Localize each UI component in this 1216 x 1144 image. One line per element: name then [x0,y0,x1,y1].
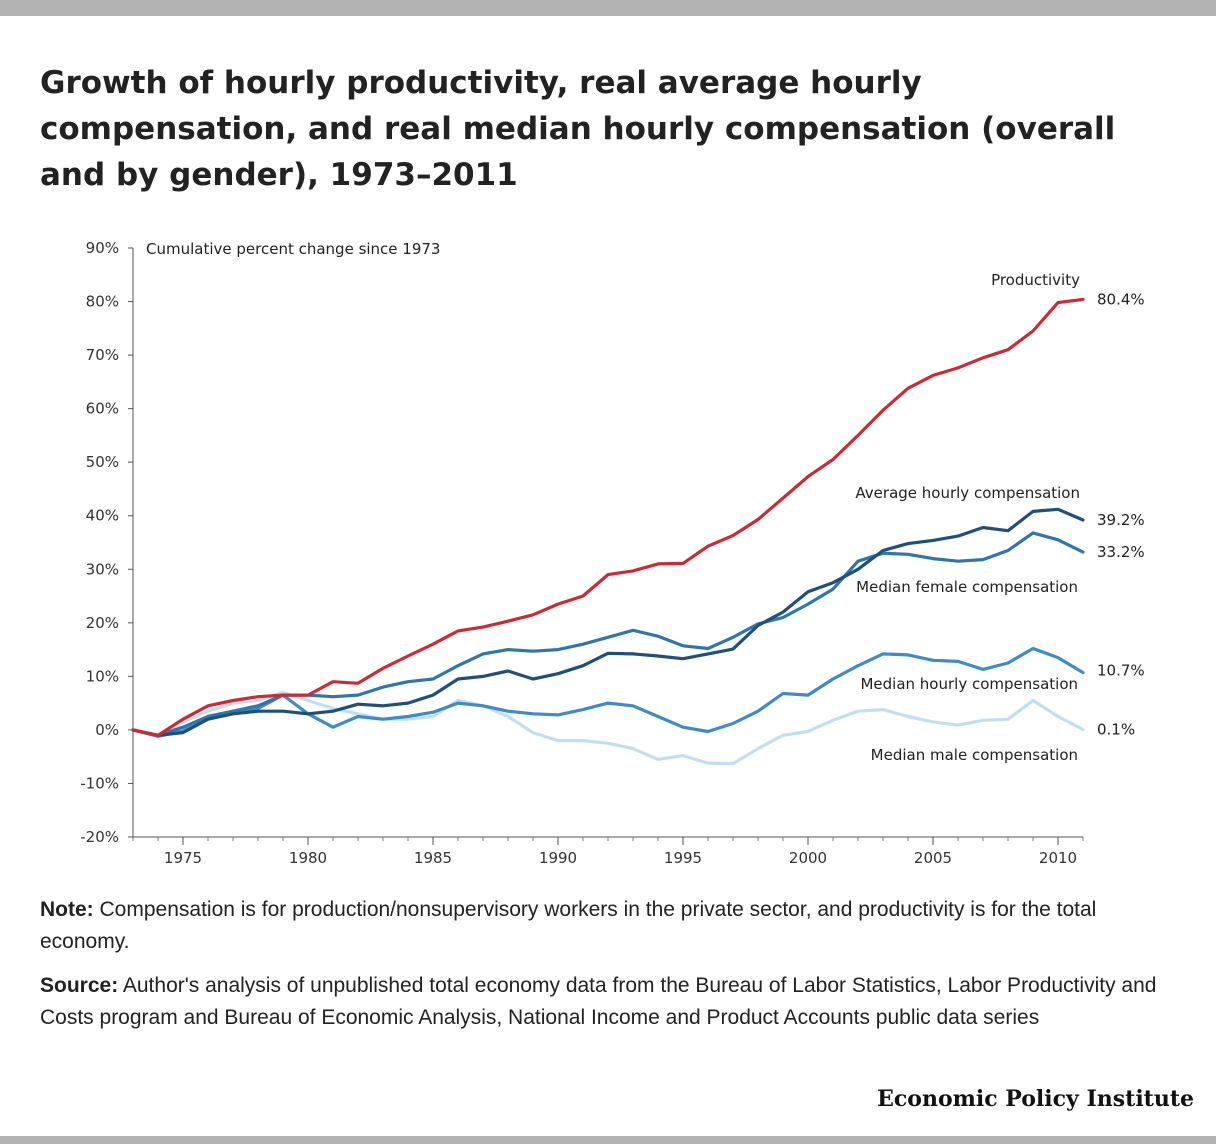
y-tick-label: 70% [86,346,119,364]
note-text: Compensation is for production/nonsuperv… [40,898,1097,953]
end-label-median-hourly-compensation: 10.7% [1097,662,1145,680]
x-tick-label: 1990 [539,849,577,867]
y-tick-label: 90% [86,239,119,257]
end-label-productivity: 80.4% [1097,290,1145,308]
series-line-average-hourly-compensation [131,507,1085,737]
y-tick-label: 60% [86,400,119,418]
publisher-credit: Economic Policy Institute [877,1086,1194,1112]
series-line-median-hourly-compensation [131,646,1085,738]
x-tick-label: 1985 [414,849,452,867]
top-border-bar [0,0,1216,16]
y-tick-label: 20% [86,614,119,632]
plot-background [106,232,1158,862]
annotation-average-hourly-compensation: Average hourly compensation [855,484,1080,502]
x-tick-label: 1995 [664,849,702,867]
bottom-border-bar [0,1136,1216,1144]
annotation-productivity: Productivity [991,271,1080,289]
y-tick-label: 50% [86,453,119,471]
axes: 90% 80% 70% 60% 50% 40% 30% 20% 10% 0% -10% -20% Cum… [80,239,1084,867]
y-tick-label: 30% [86,560,119,578]
y-axis-title: Cumulative percent change since 1973 [146,240,440,258]
chart-source: Source: Author's analysis of unpublished… [40,970,1180,1034]
y-tick-label: 40% [86,507,119,525]
x-tick-label: 1980 [289,849,327,867]
y-tick-label: 10% [86,667,119,685]
chart-title: Growth of hourly productivity, real aver… [40,65,1116,193]
series-labels: 0.1% 10.7% 33.2% 39.2% 80.4% Productivity Aver… [855,271,1144,764]
annotation-median-female-compensation: Median female compensation [856,578,1078,596]
x-tick-label: 1975 [164,849,202,867]
chart-note: Note: Compensation is for production/non… [40,894,1180,958]
note-label: Note: [40,898,94,921]
x-tick-label: 2010 [1039,849,1077,867]
y-tick-label: -10% [80,774,119,792]
line-chart: 90% 80% 70% 60% 50% 40% 30% 20% 10% 0% -10% -20% Cum… [80,232,1158,867]
source-label: Source: [40,974,119,997]
y-tick-label: 80% [86,293,119,311]
x-tick-label: 2000 [789,849,827,867]
end-label-median-male-compensation: 0.1% [1097,720,1135,738]
source-text: Author's analysis of unpublished total e… [40,974,1157,1029]
y-tick-label: -20% [80,828,119,846]
annotation-median-male-compensation: Median male compensation [871,746,1078,764]
series-line-productivity [131,297,1085,737]
end-label-median-female-compensation: 33.2% [1097,543,1145,561]
annotation-median-hourly-compensation: Median hourly compensation [860,675,1078,693]
series-lines [131,297,1085,766]
end-label-average-hourly-compensation: 39.2% [1097,511,1145,529]
y-tick-label: 0% [95,721,119,739]
x-tick-label: 2005 [914,849,952,867]
